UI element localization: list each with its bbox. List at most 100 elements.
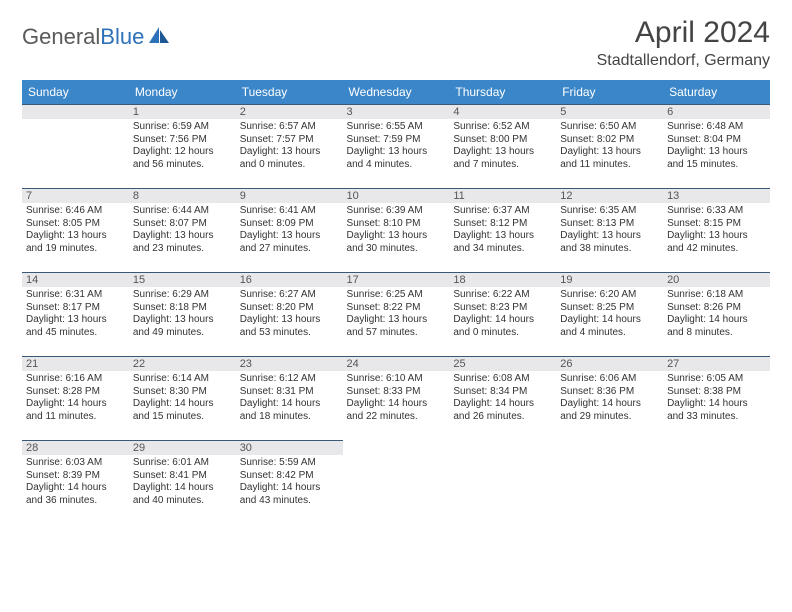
- sunrise-text: Sunrise: 6:10 AM: [347, 373, 446, 386]
- day-info: Sunrise: 6:22 AMSunset: 8:23 PMDaylight:…: [449, 287, 556, 339]
- calendar-day-cell: 9Sunrise: 6:41 AMSunset: 8:09 PMDaylight…: [236, 188, 343, 272]
- sunrise-text: Sunrise: 6:20 AM: [560, 289, 659, 302]
- header: GeneralBlue April 2024 Stadtallendorf, G…: [22, 16, 770, 70]
- calendar-week-row: 7Sunrise: 6:46 AMSunset: 8:05 PMDaylight…: [22, 188, 770, 272]
- calendar-day-cell: 10Sunrise: 6:39 AMSunset: 8:10 PMDayligh…: [343, 188, 450, 272]
- calendar-day-cell: 8Sunrise: 6:44 AMSunset: 8:07 PMDaylight…: [129, 188, 236, 272]
- calendar-day-cell: 3Sunrise: 6:55 AMSunset: 7:59 PMDaylight…: [343, 104, 450, 188]
- day-number: 18: [449, 272, 556, 287]
- sunrise-text: Sunrise: 6:25 AM: [347, 289, 446, 302]
- calendar-day-cell: 12 Sunrise: 6:35 AMSunset: 8:13 PMDayligh…: [556, 188, 663, 272]
- day-info: Sunrise: 6:29 AMSunset: 8:18 PMDaylight:…: [129, 287, 236, 339]
- calendar-day-cell: [556, 440, 663, 524]
- sunset-text: Sunset: 8:36 PM: [560, 386, 659, 399]
- daylight-text: Daylight: 14 hours and 40 minutes.: [133, 482, 232, 507]
- calendar-day-cell: 20Sunrise: 6:18 AMSunset: 8:26 PMDayligh…: [663, 272, 770, 356]
- sunrise-text: Sunrise: 6:14 AM: [133, 373, 232, 386]
- sunrise-text: Sunrise: 6:35 AM: [560, 205, 659, 218]
- daylight-text: Daylight: 13 hours and 57 minutes.: [347, 314, 446, 339]
- calendar-day-cell: 15Sunrise: 6:29 AMSunset: 8:18 PMDayligh…: [129, 272, 236, 356]
- daylight-text: Daylight: 14 hours and 33 minutes.: [667, 398, 766, 423]
- day-info: Sunrise: 6:18 AMSunset: 8:26 PMDaylight:…: [663, 287, 770, 339]
- day-number: 26: [556, 356, 663, 371]
- sunset-text: Sunset: 8:34 PM: [453, 386, 552, 399]
- day-info: Sunrise: 6:44 AMSunset: 8:07 PMDaylight:…: [129, 203, 236, 255]
- calendar-day-cell: [343, 440, 450, 524]
- day-info: Sunrise: 6:59 AMSunset: 7:56 PMDaylight:…: [129, 119, 236, 171]
- calendar-day-cell: 19Sunrise: 6:20 AMSunset: 8:25 PMDayligh…: [556, 272, 663, 356]
- day-number: 1: [129, 104, 236, 119]
- calendar-day-cell: 2Sunrise: 6:57 AMSunset: 7:57 PMDaylight…: [236, 104, 343, 188]
- calendar-day-cell: 13Sunrise: 6:33 AMSunset: 8:15 PMDayligh…: [663, 188, 770, 272]
- calendar-day-cell: 24Sunrise: 6:10 AMSunset: 8:33 PMDayligh…: [343, 356, 450, 440]
- daylight-text: Daylight: 14 hours and 15 minutes.: [133, 398, 232, 423]
- daylight-text: Daylight: 13 hours and 0 minutes.: [240, 146, 339, 171]
- day-info: Sunrise: 6:55 AMSunset: 7:59 PMDaylight:…: [343, 119, 450, 171]
- daylight-text: Daylight: 13 hours and 15 minutes.: [667, 146, 766, 171]
- sunrise-text: Sunrise: 6:57 AM: [240, 121, 339, 134]
- logo-text: GeneralBlue: [22, 24, 144, 50]
- daylight-text: Daylight: 13 hours and 49 minutes.: [133, 314, 232, 339]
- day-info: Sunrise: 6:33 AMSunset: 8:15 PMDaylight:…: [663, 203, 770, 255]
- day-number: 15: [129, 272, 236, 287]
- sunset-text: Sunset: 8:33 PM: [347, 386, 446, 399]
- sunrise-text: Sunrise: 6:01 AM: [133, 457, 232, 470]
- sunset-text: Sunset: 8:09 PM: [240, 218, 339, 231]
- sunrise-text: Sunrise: 6:41 AM: [240, 205, 339, 218]
- sunset-text: Sunset: 8:18 PM: [133, 302, 232, 315]
- day-info: Sunrise: 5:59 AMSunset: 8:42 PMDaylight:…: [236, 455, 343, 507]
- day-number: 29: [129, 440, 236, 455]
- daylight-text: Daylight: 13 hours and 27 minutes.: [240, 230, 339, 255]
- calendar-day-cell: 23Sunrise: 6:12 AMSunset: 8:31 PMDayligh…: [236, 356, 343, 440]
- day-info: Sunrise: 6:57 AMSunset: 7:57 PMDaylight:…: [236, 119, 343, 171]
- day-number: 24: [343, 356, 450, 371]
- daylight-text: Daylight: 14 hours and 29 minutes.: [560, 398, 659, 423]
- column-header: Friday: [556, 80, 663, 104]
- sunset-text: Sunset: 8:38 PM: [667, 386, 766, 399]
- sunrise-text: Sunrise: 6:37 AM: [453, 205, 552, 218]
- day-number: 14: [22, 272, 129, 287]
- calendar-day-cell: 30Sunrise: 5:59 AMSunset: 8:42 PMDayligh…: [236, 440, 343, 524]
- day-number: 3: [343, 104, 450, 119]
- sail-icon: [147, 25, 171, 50]
- day-number: 4: [449, 104, 556, 119]
- sunset-text: Sunset: 8:00 PM: [453, 134, 552, 147]
- daylight-text: Daylight: 13 hours and 38 minutes.: [560, 230, 659, 255]
- day-number: 19: [556, 272, 663, 287]
- day-info: Sunrise: 6:50 AMSunset: 8:02 PMDaylight:…: [556, 119, 663, 171]
- sunset-text: Sunset: 8:25 PM: [560, 302, 659, 315]
- day-info: Sunrise: 6:10 AMSunset: 8:33 PMDaylight:…: [343, 371, 450, 423]
- day-number: 12: [556, 188, 663, 203]
- day-info: Sunrise: 6:14 AMSunset: 8:30 PMDaylight:…: [129, 371, 236, 423]
- sunset-text: Sunset: 8:30 PM: [133, 386, 232, 399]
- calendar-day-cell: 5Sunrise: 6:50 AMSunset: 8:02 PMDaylight…: [556, 104, 663, 188]
- sunset-text: Sunset: 8:07 PM: [133, 218, 232, 231]
- daylight-text: Daylight: 13 hours and 42 minutes.: [667, 230, 766, 255]
- column-header: Wednesday: [343, 80, 450, 104]
- calendar-head: SundayMondayTuesdayWednesdayThursdayFrid…: [22, 80, 770, 104]
- calendar-day-cell: 22Sunrise: 6:14 AMSunset: 8:30 PMDayligh…: [129, 356, 236, 440]
- sunset-text: Sunset: 8:26 PM: [667, 302, 766, 315]
- day-info: Sunrise: 6:52 AMSunset: 8:00 PMDaylight:…: [449, 119, 556, 171]
- sunrise-text: Sunrise: 6:12 AM: [240, 373, 339, 386]
- sunset-text: Sunset: 8:23 PM: [453, 302, 552, 315]
- day-number: [343, 440, 450, 454]
- calendar-day-cell: [22, 104, 129, 188]
- calendar-day-cell: 26Sunrise: 6:06 AMSunset: 8:36 PMDayligh…: [556, 356, 663, 440]
- day-info: Sunrise: 6:31 AMSunset: 8:17 PMDaylight:…: [22, 287, 129, 339]
- daylight-text: Daylight: 13 hours and 7 minutes.: [453, 146, 552, 171]
- sunset-text: Sunset: 8:13 PM: [560, 218, 659, 231]
- calendar-body: 1Sunrise: 6:59 AMSunset: 7:56 PMDaylight…: [22, 104, 770, 524]
- sunrise-text: Sunrise: 6:05 AM: [667, 373, 766, 386]
- sunset-text: Sunset: 7:56 PM: [133, 134, 232, 147]
- calendar-day-cell: 6Sunrise: 6:48 AMSunset: 8:04 PMDaylight…: [663, 104, 770, 188]
- calendar-day-cell: 29Sunrise: 6:01 AMSunset: 8:41 PMDayligh…: [129, 440, 236, 524]
- calendar-day-cell: 1Sunrise: 6:59 AMSunset: 7:56 PMDaylight…: [129, 104, 236, 188]
- sunset-text: Sunset: 7:59 PM: [347, 134, 446, 147]
- sunrise-text: Sunrise: 5:59 AM: [240, 457, 339, 470]
- day-number: 25: [449, 356, 556, 371]
- location: Stadtallendorf, Germany: [597, 52, 770, 70]
- calendar-day-cell: [663, 440, 770, 524]
- calendar-week-row: 14Sunrise: 6:31 AMSunset: 8:17 PMDayligh…: [22, 272, 770, 356]
- calendar-day-cell: 28Sunrise: 6:03 AMSunset: 8:39 PMDayligh…: [22, 440, 129, 524]
